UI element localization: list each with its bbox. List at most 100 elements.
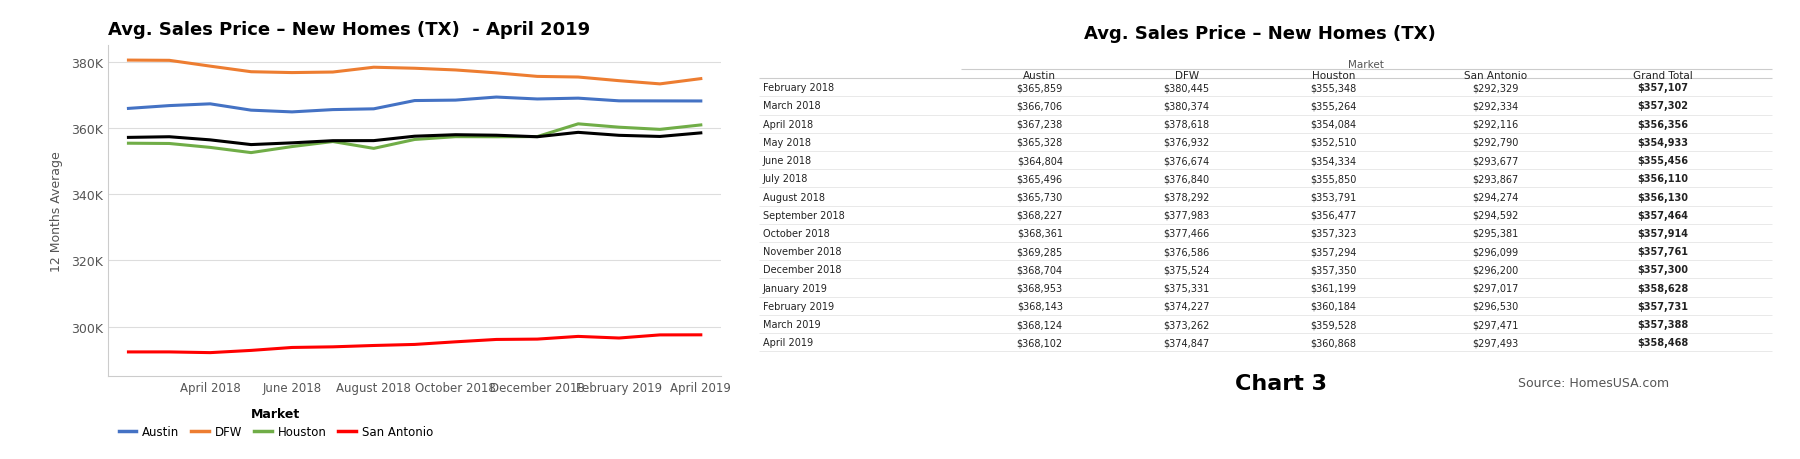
Text: Avg. Sales Price – New Homes (TX)  - April 2019: Avg. Sales Price – New Homes (TX) - Apri… (108, 21, 590, 39)
Text: Market: Market (1348, 60, 1384, 70)
Text: November 2018: November 2018 (763, 246, 841, 257)
Text: $377,983: $377,983 (1163, 210, 1210, 220)
Text: $297,017: $297,017 (1472, 283, 1519, 293)
Text: May 2018: May 2018 (763, 138, 810, 147)
Text: $356,356: $356,356 (1638, 119, 1688, 129)
Text: $361,199: $361,199 (1310, 283, 1357, 293)
Text: $358,628: $358,628 (1636, 283, 1688, 293)
Text: $357,302: $357,302 (1638, 101, 1688, 111)
Text: $292,329: $292,329 (1472, 83, 1519, 93)
Text: $375,331: $375,331 (1163, 283, 1210, 293)
Text: $355,264: $355,264 (1310, 101, 1357, 111)
Text: $353,791: $353,791 (1310, 192, 1357, 202)
Text: $355,348: $355,348 (1310, 83, 1357, 93)
Text: $357,914: $357,914 (1638, 229, 1688, 238)
Text: Grand Total: Grand Total (1633, 71, 1692, 81)
Text: Austin: Austin (1022, 71, 1057, 81)
Text: January 2019: January 2019 (763, 283, 828, 293)
Text: March 2018: March 2018 (763, 101, 821, 111)
Text: $373,262: $373,262 (1163, 319, 1210, 329)
Text: $356,477: $356,477 (1310, 210, 1357, 220)
Text: December 2018: December 2018 (763, 265, 841, 275)
Text: $364,804: $364,804 (1017, 156, 1062, 166)
Text: San Antonio: San Antonio (1463, 71, 1526, 81)
Text: $294,592: $294,592 (1472, 210, 1519, 220)
Text: $365,496: $365,496 (1017, 174, 1062, 184)
Text: $380,374: $380,374 (1163, 101, 1210, 111)
Text: $365,328: $365,328 (1017, 138, 1062, 147)
Text: $296,099: $296,099 (1472, 246, 1519, 257)
Legend: Austin, DFW, Houston, San Antonio: Austin, DFW, Houston, San Antonio (113, 402, 437, 443)
Text: $366,706: $366,706 (1017, 101, 1062, 111)
Text: $377,466: $377,466 (1163, 229, 1210, 238)
Text: October 2018: October 2018 (763, 229, 830, 238)
Text: $357,323: $357,323 (1310, 229, 1357, 238)
Text: $380,445: $380,445 (1163, 83, 1210, 93)
Text: $357,350: $357,350 (1310, 265, 1357, 275)
Text: $296,200: $296,200 (1472, 265, 1519, 275)
Text: Chart 3: Chart 3 (1235, 373, 1327, 393)
Text: $367,238: $367,238 (1017, 119, 1062, 129)
Text: $354,084: $354,084 (1310, 119, 1357, 129)
Text: $360,868: $360,868 (1310, 337, 1357, 347)
Text: $357,294: $357,294 (1310, 246, 1357, 257)
Text: $368,704: $368,704 (1017, 265, 1062, 275)
Text: $294,274: $294,274 (1472, 192, 1519, 202)
Text: $376,840: $376,840 (1163, 174, 1210, 184)
Text: $297,493: $297,493 (1472, 337, 1519, 347)
Text: $293,867: $293,867 (1472, 174, 1519, 184)
Text: $376,674: $376,674 (1163, 156, 1210, 166)
Text: $368,102: $368,102 (1017, 337, 1062, 347)
Text: $293,677: $293,677 (1472, 156, 1519, 166)
Text: $292,334: $292,334 (1472, 101, 1519, 111)
Text: $376,586: $376,586 (1163, 246, 1210, 257)
Text: $374,227: $374,227 (1163, 301, 1210, 311)
Text: $374,847: $374,847 (1163, 337, 1210, 347)
Text: $369,285: $369,285 (1017, 246, 1062, 257)
Text: June 2018: June 2018 (763, 156, 812, 166)
Text: Avg. Sales Price – New Homes (TX): Avg. Sales Price – New Homes (TX) (1084, 25, 1436, 43)
Text: $358,468: $358,468 (1636, 337, 1688, 347)
Text: $375,524: $375,524 (1163, 265, 1210, 275)
Text: $368,143: $368,143 (1017, 301, 1062, 311)
Text: $368,953: $368,953 (1017, 283, 1062, 293)
Text: $368,361: $368,361 (1017, 229, 1062, 238)
Text: February 2018: February 2018 (763, 83, 833, 93)
Text: $365,859: $365,859 (1017, 83, 1062, 93)
Text: $357,300: $357,300 (1638, 265, 1688, 275)
Text: Source: HomesUSA.com: Source: HomesUSA.com (1519, 377, 1670, 390)
Text: April 2019: April 2019 (763, 337, 814, 347)
Text: $357,388: $357,388 (1636, 319, 1688, 329)
Text: February 2019: February 2019 (763, 301, 833, 311)
Text: $355,456: $355,456 (1638, 156, 1688, 166)
Text: DFW: DFW (1175, 71, 1199, 81)
Text: April 2018: April 2018 (763, 119, 814, 129)
Y-axis label: 12 Months Average: 12 Months Average (50, 151, 63, 271)
Text: $365,730: $365,730 (1017, 192, 1062, 202)
Text: $354,933: $354,933 (1638, 138, 1688, 147)
Text: $368,124: $368,124 (1017, 319, 1062, 329)
Text: $368,227: $368,227 (1017, 210, 1064, 220)
Text: $355,850: $355,850 (1310, 174, 1357, 184)
Text: $378,292: $378,292 (1163, 192, 1210, 202)
Text: $356,130: $356,130 (1638, 192, 1688, 202)
Text: $292,116: $292,116 (1472, 119, 1519, 129)
Text: $357,761: $357,761 (1638, 246, 1688, 257)
Text: $376,932: $376,932 (1163, 138, 1210, 147)
Text: $359,528: $359,528 (1310, 319, 1357, 329)
Text: July 2018: July 2018 (763, 174, 808, 184)
Text: $295,381: $295,381 (1472, 229, 1519, 238)
Text: $357,464: $357,464 (1638, 210, 1688, 220)
Text: August 2018: August 2018 (763, 192, 824, 202)
Text: $357,107: $357,107 (1638, 83, 1688, 93)
Text: $354,334: $354,334 (1310, 156, 1357, 166)
Text: September 2018: September 2018 (763, 210, 844, 220)
Text: $352,510: $352,510 (1310, 138, 1357, 147)
Text: $297,471: $297,471 (1472, 319, 1519, 329)
Text: $357,731: $357,731 (1638, 301, 1688, 311)
Text: $378,618: $378,618 (1163, 119, 1210, 129)
Text: Houston: Houston (1312, 71, 1355, 81)
Text: $292,790: $292,790 (1472, 138, 1519, 147)
Text: $360,184: $360,184 (1310, 301, 1357, 311)
Text: $296,530: $296,530 (1472, 301, 1519, 311)
